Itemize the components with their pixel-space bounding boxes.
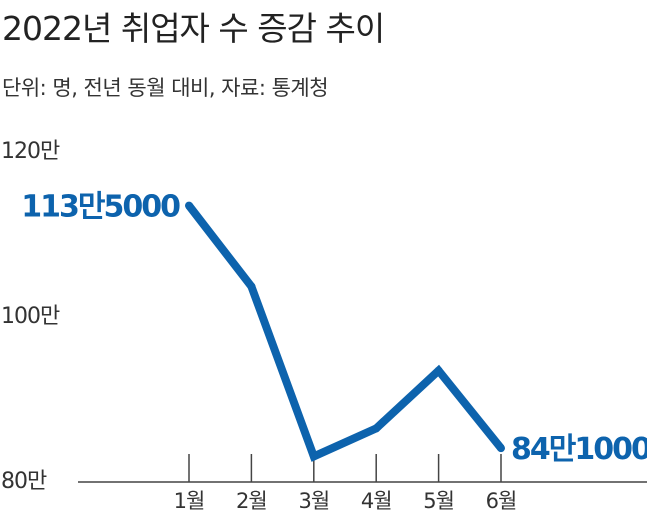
x-tick-label: 6월 — [486, 489, 517, 513]
y-axis-ticks: 120만 100만 80만 — [1, 139, 61, 494]
data-point — [309, 452, 318, 461]
y-tick-label: 100만 — [1, 304, 60, 329]
x-tick-label: 4월 — [361, 489, 392, 513]
data-label: 113만5000 — [21, 190, 180, 225]
data-point — [434, 366, 443, 375]
y-tick-label: 80만 — [1, 469, 47, 494]
x-tick-label: 3월 — [298, 489, 329, 513]
data-point — [185, 201, 193, 210]
data-labels: 113만5000 84만1000 — [21, 190, 647, 468]
chart-title: 2022년 취업자 수 증감 추이 — [2, 9, 385, 48]
series-line-group — [185, 201, 505, 462]
y-tick-label: 120만 — [1, 139, 60, 164]
data-label: 84만1000 — [511, 432, 647, 467]
data-point — [497, 444, 505, 453]
x-axis: 1월 2월 3월 4월 5월 6월 — [78, 454, 647, 513]
x-tick-label: 1월 — [174, 489, 205, 513]
x-tick-label: 5월 — [423, 489, 454, 513]
series-line — [185, 203, 505, 462]
data-point — [372, 424, 381, 433]
chart-subtitle: 단위: 명, 전년 동월 대비, 자료: 통계청 — [2, 76, 329, 100]
x-tick-label: 2월 — [236, 489, 267, 513]
data-point — [247, 282, 256, 291]
